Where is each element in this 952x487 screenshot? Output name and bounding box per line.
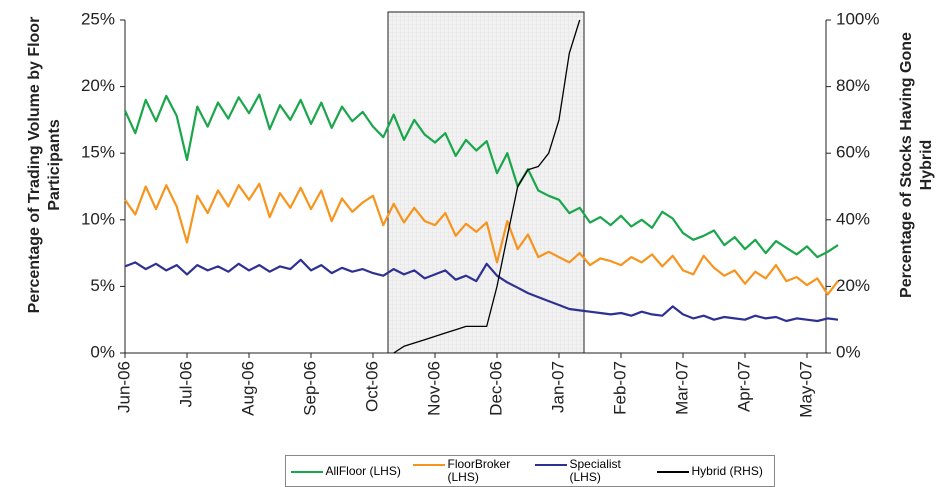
series-line: [124, 258, 839, 323]
legend-swatch: [656, 470, 689, 473]
x-tick-label: Oct-06: [362, 361, 381, 412]
x-tick-label: Nov-06: [424, 361, 443, 416]
y2-tick-label: 20%: [836, 276, 870, 295]
x-tick-label: May-07: [796, 361, 815, 418]
legend: AllFloor (LHS) FloorBroker (LHS) Specialis…: [285, 455, 775, 487]
y-tick-label: 25%: [81, 9, 115, 28]
y2-tick-label: 0%: [836, 342, 861, 361]
y-tick-label: 20%: [81, 76, 115, 95]
x-tick-label: Feb-07: [610, 361, 629, 415]
series-line: [123, 93, 839, 259]
y-tick-label: 10%: [81, 209, 115, 228]
legend-item: FloorBroker (LHS): [412, 457, 526, 484]
x-tick-label: Jun-06: [114, 361, 133, 413]
highlight-box: [387, 11, 585, 354]
y-tick-label: 5%: [90, 276, 115, 295]
x-tick-label: Aug-06: [238, 361, 257, 416]
y2-tick-label: 40%: [836, 209, 870, 228]
legend-item: Hybrid (RHS): [656, 463, 770, 478]
legend-item: AllFloor (LHS): [290, 463, 404, 478]
legend-swatch: [534, 464, 567, 466]
legend-label: Hybrid (RHS): [691, 463, 763, 478]
legend-swatch: [412, 464, 445, 466]
series-line: [393, 19, 581, 354]
legend-label: FloorBroker (LHS): [447, 457, 511, 484]
legend-item: Specialist (LHS): [534, 457, 648, 484]
y2-axis-title: Percentage of Stocks Having Gone Hybrid: [898, 32, 935, 298]
legend-label: AllFloor (LHS): [325, 463, 401, 478]
x-tick-label: Jan-07: [548, 361, 567, 413]
series-line: [124, 182, 839, 296]
x-tick-label: Jul-06: [176, 361, 195, 407]
x-tick-label: Sep-06: [300, 361, 319, 416]
x-tick-label: Mar-07: [672, 361, 691, 415]
x-tick-label: Apr-07: [734, 361, 753, 412]
y-axis-title: Percentage of Trading Volume by Floor Pa…: [26, 16, 63, 314]
y2-tick-label: 100%: [836, 9, 879, 28]
y-tick-label: 0%: [90, 342, 115, 361]
y2-tick-label: 80%: [836, 76, 870, 95]
y2-tick-label: 60%: [836, 143, 870, 162]
x-tick-label: Dec-06: [486, 361, 505, 416]
y-tick-label: 15%: [81, 143, 115, 162]
legend-label: Specialist (LHS): [569, 457, 621, 484]
legend-swatch: [290, 470, 323, 473]
